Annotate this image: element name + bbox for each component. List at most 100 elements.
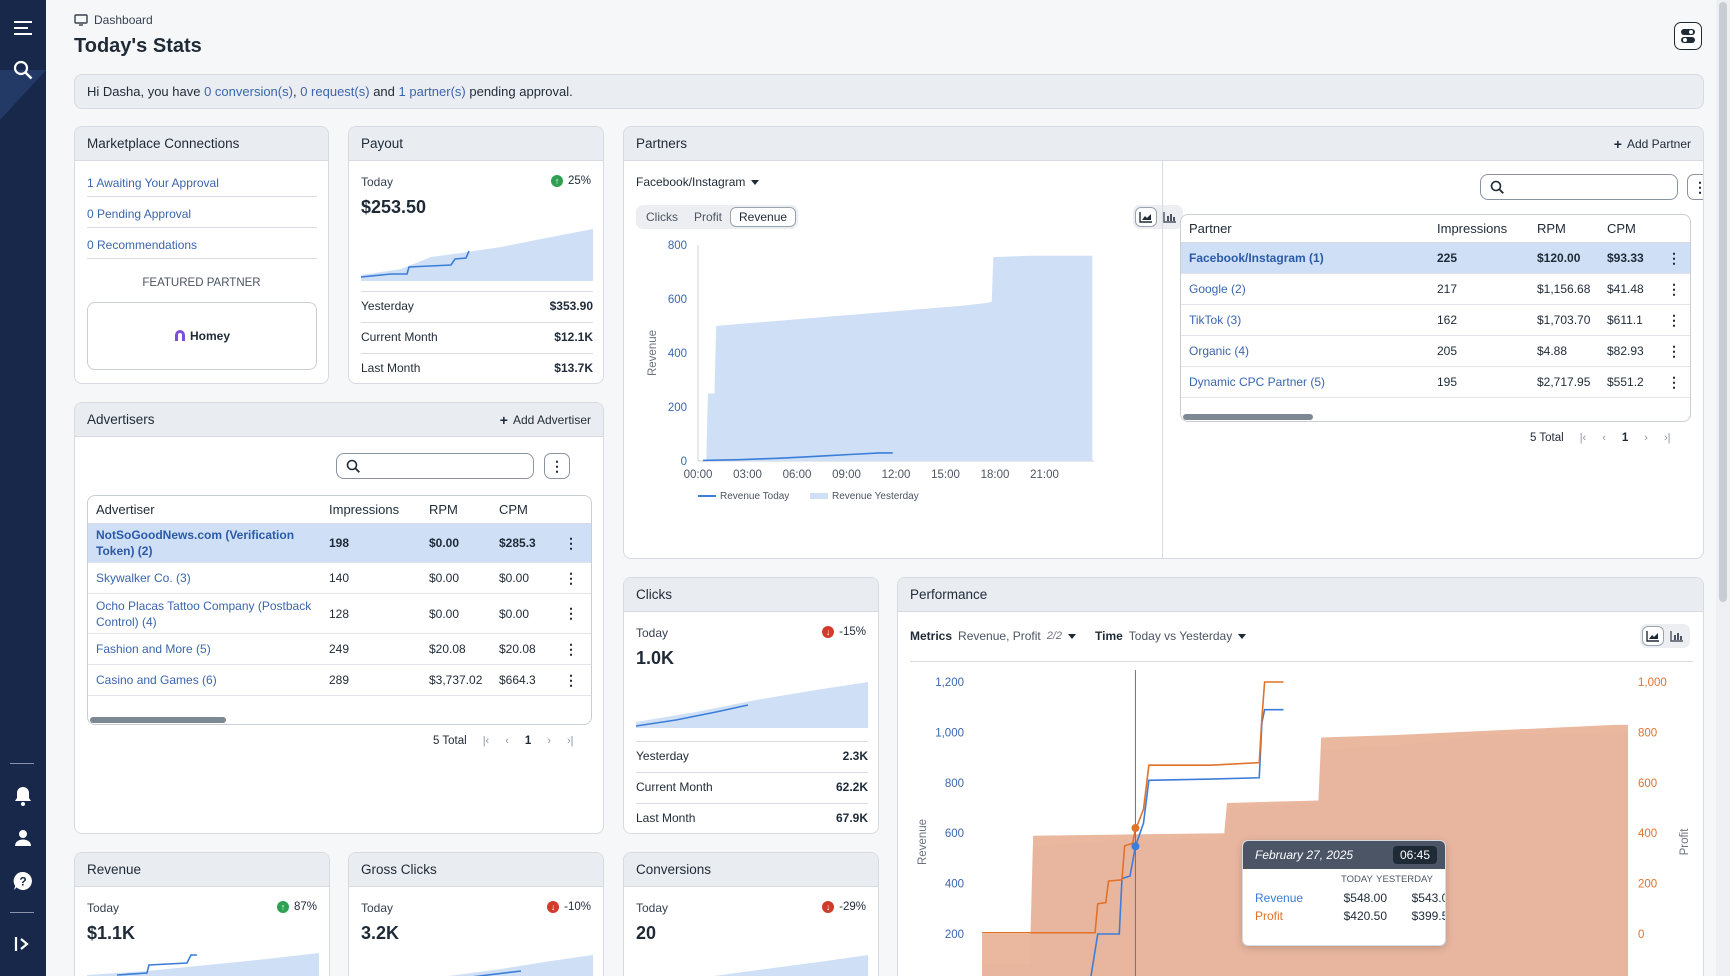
prev-page-icon[interactable]: ‹ [505, 735, 509, 747]
table-row[interactable]: Skywalker Co. (3) 140 $0.00 $0.00 ⋮ [88, 563, 591, 594]
column-header[interactable]: CPM [1607, 221, 1636, 236]
help-icon[interactable]: ? [0, 863, 46, 899]
column-header[interactable]: Impressions [1437, 221, 1508, 236]
advertiser-search-input[interactable] [366, 455, 533, 477]
partner-search[interactable] [1480, 174, 1678, 200]
tooltip-col-today: TODAY [1341, 874, 1373, 885]
last-page-icon[interactable]: ›| [1663, 432, 1671, 444]
scrollbar-thumb[interactable] [1719, 2, 1727, 602]
row-menu-icon[interactable]: ⋮ [564, 569, 578, 586]
conversions-link[interactable]: 0 conversion(s) [204, 84, 293, 99]
requests-link[interactable]: 0 request(s) [300, 84, 370, 99]
table-row[interactable]: Dynamic CPC Partner (5) 195 $2,717.95 $5… [1181, 367, 1690, 398]
expand-sidebar-icon[interactable] [0, 926, 46, 962]
table-row[interactable]: Organic (4) 205 $4.88 $82.93 ⋮ [1181, 336, 1690, 367]
column-header[interactable]: CPM [499, 502, 528, 517]
featured-partner-box[interactable]: Homey [87, 302, 317, 370]
pending-approval-link[interactable]: 0 Pending Approval [87, 200, 317, 228]
partner-table-menu-button[interactable]: ⋮ [1687, 174, 1703, 200]
time-selector[interactable]: Time Today vs Yesterday [1095, 629, 1247, 643]
right-tick-label: 1,000 [1638, 677, 1667, 689]
first-page-icon[interactable]: |‹ [1579, 432, 1587, 444]
row-name[interactable]: Google (2) [1189, 282, 1246, 296]
notice-tail: pending approval. [469, 84, 573, 99]
add-partner-button[interactable]: + Add Partner [1614, 136, 1691, 152]
row-name[interactable]: Casino and Games (6) [96, 673, 217, 687]
first-page-icon[interactable]: |‹ [482, 735, 490, 747]
add-advertiser-button[interactable]: + Add Advertiser [500, 412, 591, 428]
recommendations-link[interactable]: 0 Recommendations [87, 231, 317, 259]
row-menu-icon[interactable]: ⋮ [564, 640, 578, 657]
advertiser-table-menu-button[interactable]: ⋮ [544, 453, 570, 479]
last-page-icon[interactable]: ›| [566, 735, 574, 747]
row-value: $12.1K [554, 329, 593, 344]
user-icon[interactable] [0, 820, 46, 856]
row-value: 67.9K [835, 810, 868, 825]
breadcrumb-label[interactable]: Dashboard [94, 13, 153, 27]
table-horizontal-scrollbar[interactable] [1183, 414, 1313, 420]
table-row[interactable]: Casino and Games (6) 289 $3,737.02 $664.… [88, 665, 591, 696]
row-impressions: 128 [329, 606, 350, 621]
row-name[interactable]: Ocho Placas Tattoo Company (Postback Con… [96, 598, 312, 629]
next-page-icon[interactable]: › [547, 735, 551, 747]
row-name[interactable]: TikTok (3) [1189, 313, 1242, 327]
search-icon[interactable] [0, 52, 46, 88]
page-scrollbar[interactable] [1716, 0, 1730, 976]
table-row[interactable]: Fashion and More (5) 249 $20.08 $20.08 ⋮ [88, 634, 591, 665]
tab-clicks[interactable]: Clicks [646, 210, 678, 224]
menu-icon[interactable] [0, 10, 46, 46]
tab-revenue[interactable]: Revenue [730, 207, 797, 227]
metrics-value: Revenue, Profit [958, 629, 1041, 643]
row-menu-icon[interactable]: ⋮ [564, 534, 578, 551]
prev-page-icon[interactable]: ‹ [1602, 432, 1606, 444]
partner-selector[interactable]: Facebook/Instagram [636, 175, 760, 189]
area-chart-icon[interactable] [1135, 207, 1157, 227]
tooltip-col-yesterday: YESTERDAY [1376, 874, 1433, 885]
awaiting-approval-link[interactable]: 1 Awaiting Your Approval [87, 169, 317, 197]
next-page-icon[interactable]: › [1644, 432, 1648, 444]
row-menu-icon[interactable]: ⋮ [564, 605, 578, 621]
layout-toggle-button[interactable] [1674, 22, 1702, 50]
y-tick-label: 800 [668, 240, 687, 252]
row-menu-icon[interactable]: ⋮ [1667, 280, 1681, 297]
table-row[interactable]: Ocho Placas Tattoo Company (Postback Con… [88, 594, 591, 634]
tooltip-today-value: $548.00 [1343, 891, 1387, 905]
current-page[interactable]: 1 [1621, 432, 1629, 444]
bar-chart-icon[interactable] [1666, 626, 1688, 646]
table-row[interactable]: Facebook/Instagram (1) 225 $120.00 $93.3… [1181, 243, 1690, 274]
row-name[interactable]: Dynamic CPC Partner (5) [1189, 375, 1326, 389]
row-name[interactable]: Organic (4) [1189, 344, 1250, 358]
bar-chart-icon[interactable] [1159, 207, 1181, 227]
svg-text:?: ? [19, 875, 26, 889]
partners-link[interactable]: 1 partner(s) [398, 84, 466, 99]
table-row[interactable]: TikTok (3) 162 $1,703.70 $611.1 ⋮ [1181, 305, 1690, 336]
tab-profit[interactable]: Profit [694, 210, 723, 224]
marketplace-connections-card: Marketplace Connections 1 Awaiting Your … [74, 126, 329, 384]
column-header[interactable]: Impressions [329, 502, 400, 517]
metrics-selector[interactable]: Metrics Revenue, Profit 2/2 [910, 629, 1077, 643]
row-name[interactable]: NotSoGoodNews.com (Verification Token) (… [96, 528, 295, 558]
partner-search-input[interactable] [1510, 176, 1677, 198]
row-menu-icon[interactable]: ⋮ [1667, 311, 1681, 328]
advertiser-search[interactable] [336, 453, 534, 479]
bell-icon[interactable] [0, 778, 46, 814]
row-name[interactable]: Facebook/Instagram (1) [1189, 251, 1324, 265]
column-header[interactable]: RPM [429, 502, 458, 517]
column-header[interactable]: Partner [1189, 221, 1232, 236]
search-icon [1490, 180, 1504, 194]
table-row[interactable]: NotSoGoodNews.com (Verification Token) (… [88, 524, 591, 563]
column-header[interactable]: Advertiser [96, 502, 155, 517]
row-name[interactable]: Fashion and More (5) [96, 642, 211, 656]
row-menu-icon[interactable]: ⋮ [1667, 249, 1681, 266]
row-menu-icon[interactable]: ⋮ [1667, 373, 1681, 390]
row-impressions: 249 [329, 642, 350, 656]
table-horizontal-scrollbar[interactable] [90, 717, 226, 723]
partner-selector-value: Facebook/Instagram [636, 175, 746, 189]
row-menu-icon[interactable]: ⋮ [564, 671, 578, 688]
current-page[interactable]: 1 [524, 735, 532, 747]
area-chart-icon[interactable] [1642, 626, 1664, 646]
table-row[interactable]: Google (2) 217 $1,156.68 $41.48 ⋮ [1181, 274, 1690, 305]
row-name[interactable]: Skywalker Co. (3) [96, 571, 191, 585]
row-menu-icon[interactable]: ⋮ [1667, 342, 1681, 359]
column-header[interactable]: RPM [1537, 221, 1566, 236]
